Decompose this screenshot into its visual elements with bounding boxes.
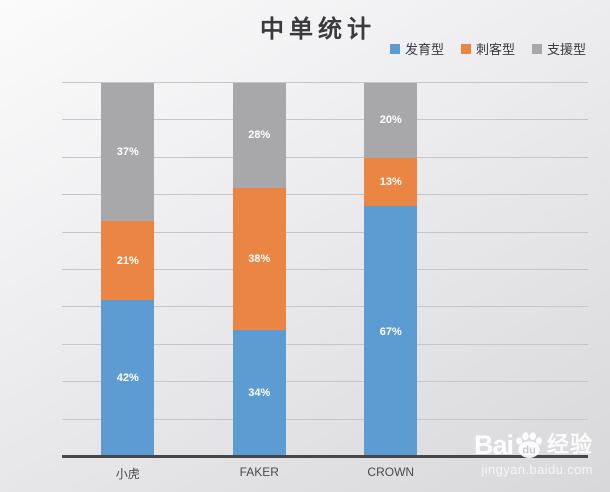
chart-title: 中单统计 — [260, 16, 376, 43]
segment-value-label: 20% — [379, 114, 402, 127]
legend-swatch-blue — [389, 43, 400, 54]
bar-segment-支援型: 20% — [364, 83, 418, 158]
x-axis-label-小虎: 小虎 — [115, 467, 140, 481]
segment-value-label: 37% — [116, 146, 139, 159]
segment-value-label: 21% — [116, 254, 139, 267]
bar-segment-刺客型: 21% — [101, 221, 155, 300]
legend-item-series-2: 刺客型 — [460, 39, 515, 58]
segment-value-label: 67% — [379, 325, 402, 338]
legend-label: 刺客型 — [475, 42, 515, 57]
baidu-paw-icon: du — [516, 432, 542, 458]
bar-segment-支援型: 28% — [232, 83, 286, 188]
bar-stack-CROWN: 67% 13% 20% — [364, 83, 418, 457]
legend-item-series-3: 支援型 — [531, 39, 586, 58]
plot-area: 42% 21% 37% 小虎 34% 38% 28% FAKER 67% 13% 20% CROWN — [62, 82, 588, 481]
baidu-jingyan-logo: Bai du 经验 — [474, 431, 593, 459]
gridline — [62, 343, 588, 345]
bar-segment-刺客型: 38% — [232, 187, 286, 330]
bar-segment-刺客型: 13% — [364, 157, 418, 207]
bar-stack-FAKER: 34% 38% 28% — [232, 83, 286, 457]
gridline — [62, 306, 588, 308]
legend-swatch-gray — [531, 43, 542, 54]
legend-swatch-orange — [460, 43, 471, 54]
bar-segment-支援型: 37% — [101, 83, 155, 222]
legend-label: 发育型 — [404, 42, 444, 57]
bar-segment-发育型: 34% — [232, 329, 286, 457]
jingyan-logo-text: 经验 — [546, 432, 593, 457]
baidu-logo-text: Bai — [473, 429, 514, 460]
segment-value-label: 28% — [248, 129, 271, 142]
gridline — [62, 82, 588, 83]
legend: 发育型 刺客型 支援型 — [389, 39, 586, 58]
legend-item-series-1: 发育型 — [389, 39, 444, 58]
x-axis-label-FAKER: FAKER — [239, 465, 279, 479]
gridline — [62, 418, 588, 420]
bar-segment-发育型: 67% — [364, 206, 418, 457]
bar-segment-发育型: 42% — [101, 299, 155, 457]
segment-value-label: 34% — [248, 387, 271, 400]
gridline — [62, 119, 588, 121]
gridline — [62, 269, 588, 270]
segment-value-label: 38% — [248, 252, 271, 265]
gridline — [62, 194, 588, 196]
legend-label: 支援型 — [546, 42, 586, 57]
segment-value-label: 42% — [116, 372, 139, 385]
segment-value-label: 13% — [379, 176, 402, 189]
gridline — [62, 156, 588, 158]
bar-stack-小虎: 42% 21% 37% — [101, 83, 155, 457]
x-axis-line — [62, 455, 588, 458]
gridline — [62, 231, 588, 233]
baidu-watermark: Bai du 经验 jingyan.baidu.com — [474, 431, 593, 477]
gridline — [62, 381, 588, 383]
baidu-paw-du-text: du — [522, 444, 535, 456]
watermark-url: jingyan.baidu.com — [481, 462, 593, 477]
x-axis-label-CROWN: CROWN — [367, 465, 415, 479]
